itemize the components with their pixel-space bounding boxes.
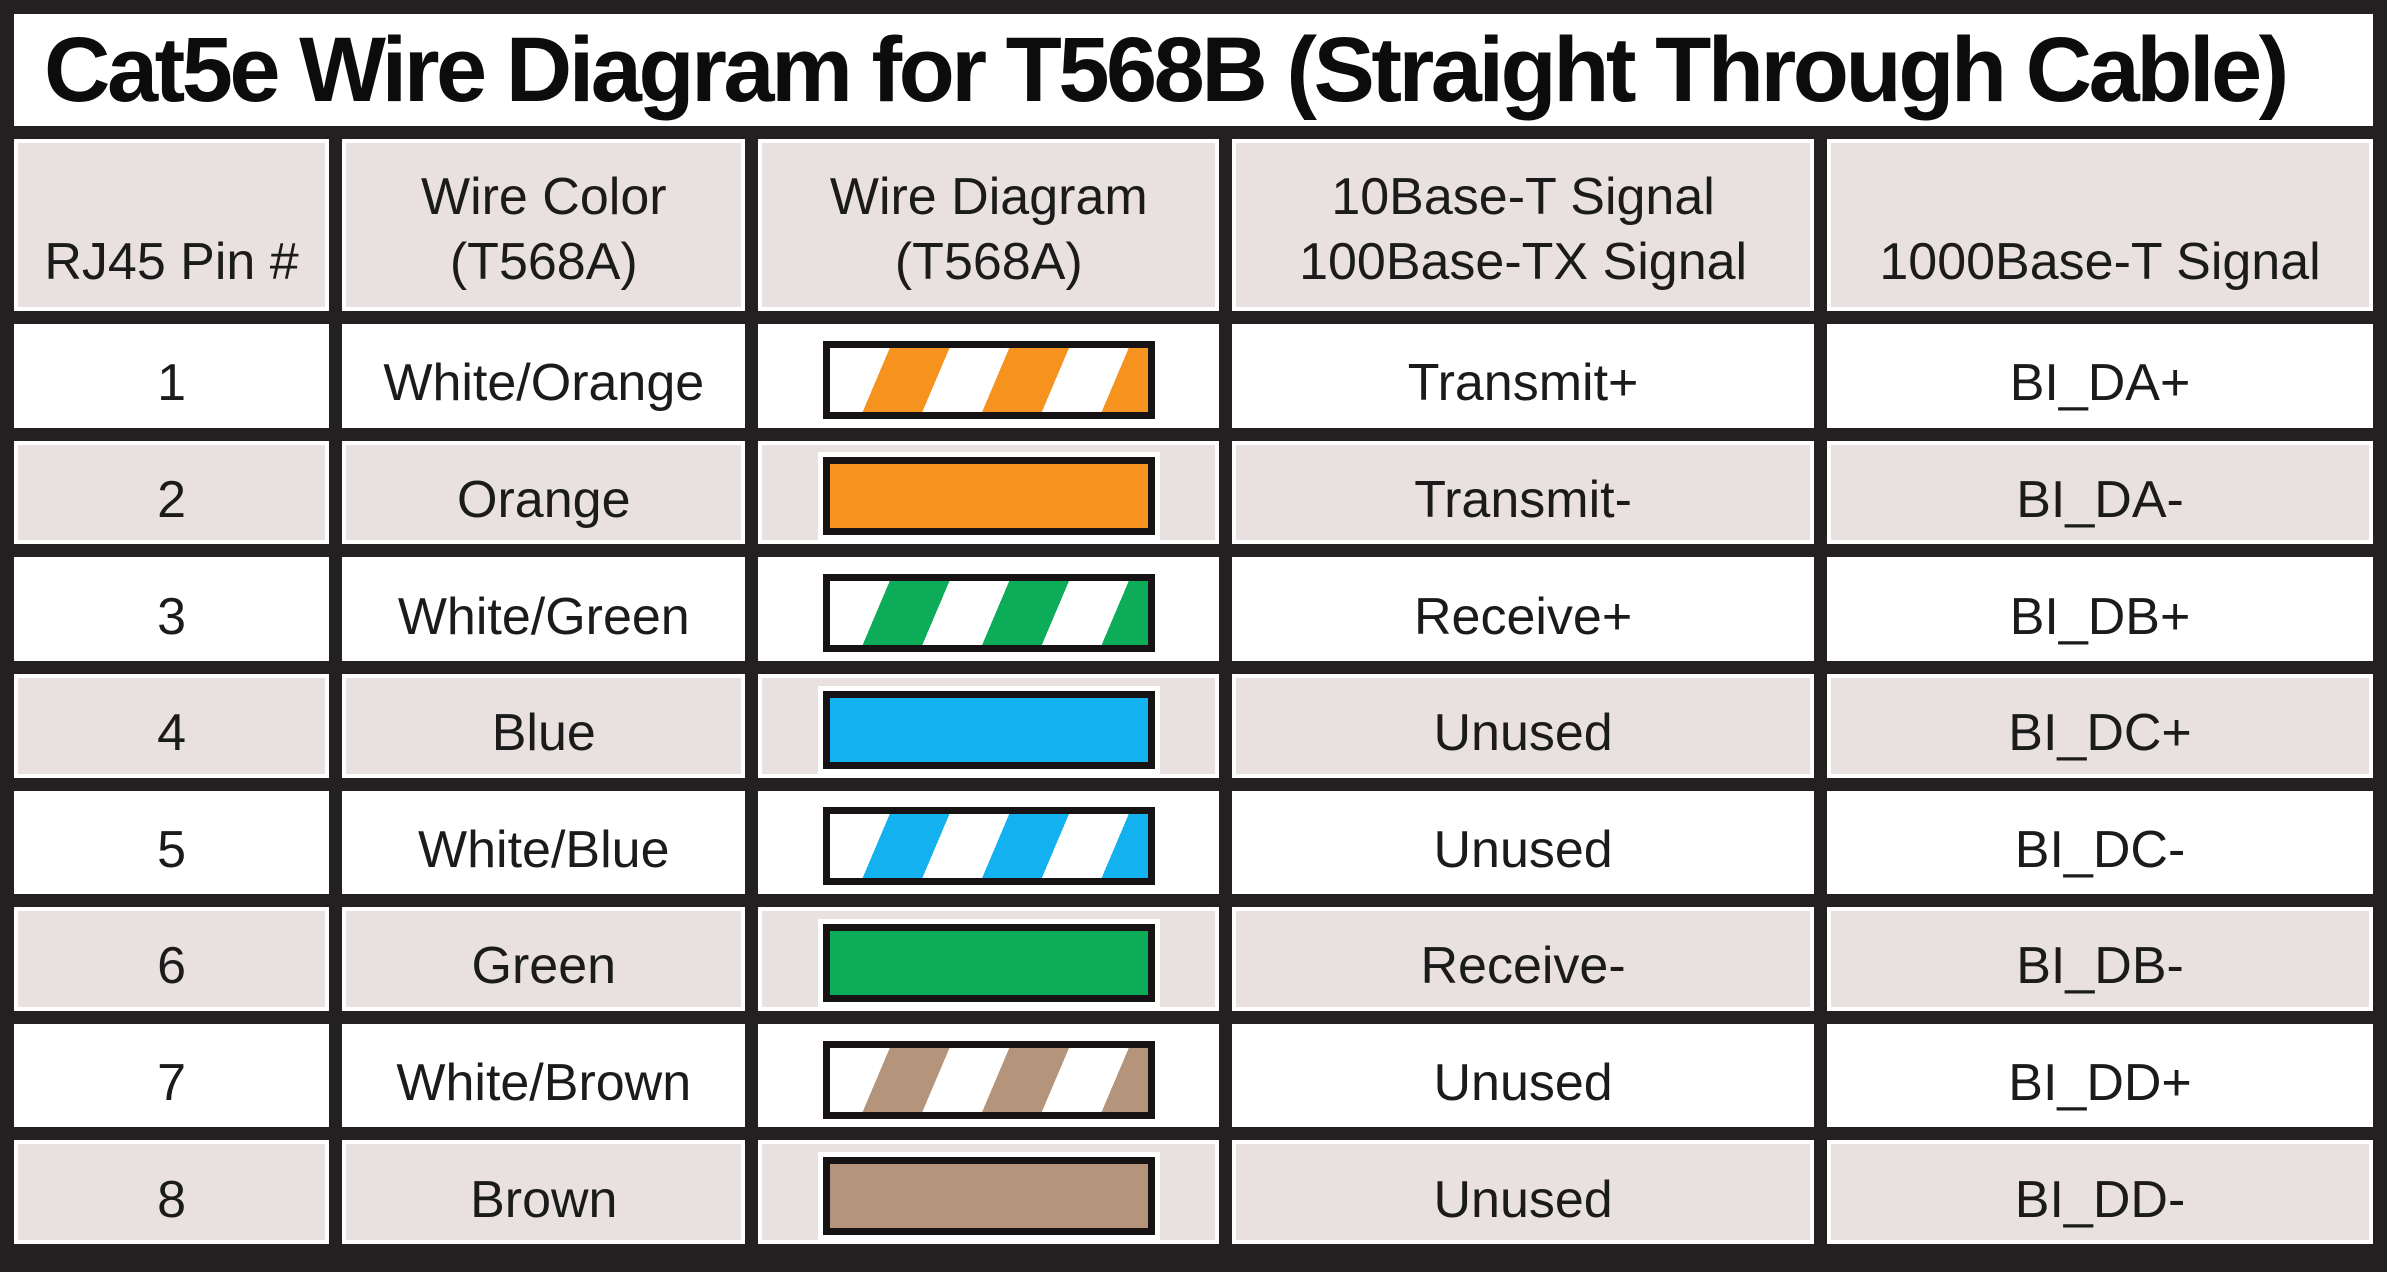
pin-number: 7 xyxy=(157,1054,186,1113)
pin-cell: 4 xyxy=(14,673,330,778)
signal-1000-cell: BI_DD+ xyxy=(1827,1023,2373,1128)
pin-number: 6 xyxy=(157,937,186,996)
column-header-sublabel: (T568A) xyxy=(894,233,1083,291)
page-title: Cat5e Wire Diagram for T568B (Straight T… xyxy=(44,18,2289,121)
wire-color-swatch xyxy=(822,574,1155,653)
wire-diagram-cell xyxy=(758,1023,1220,1128)
column-header-label: RJ45 Pin # xyxy=(44,233,299,291)
pin-cell: 5 xyxy=(14,790,330,895)
wire-color-cell: White/Blue xyxy=(342,790,746,895)
signal-10-100-cell: Transmit- xyxy=(1232,440,1815,545)
wire-color-cell: White/Orange xyxy=(342,324,746,428)
wire-color-swatch xyxy=(822,1040,1155,1119)
wire-color-swatch xyxy=(822,690,1155,769)
signal-label: BI_DD+ xyxy=(2008,1054,2192,1113)
signal-10-100-cell: Transmit+ xyxy=(1232,324,1815,428)
wire-color-label: White/Green xyxy=(397,587,690,646)
wire-color-label: White/Brown xyxy=(396,1054,692,1113)
wire-color-label: White/Blue xyxy=(418,820,670,879)
signal-label: BI_DC+ xyxy=(2008,704,2192,763)
wire-diagram-cell xyxy=(758,557,1220,661)
wire-color-cell: Blue xyxy=(342,673,746,778)
wire-diagram-cell xyxy=(758,440,1220,545)
signal-label: BI_DB+ xyxy=(2009,587,2191,646)
column-header-label: 1000Base-T Signal xyxy=(1879,233,2321,291)
signal-label: Unused xyxy=(1433,1054,1613,1113)
signal-10-100-cell: Unused xyxy=(1232,790,1815,895)
wire-color-swatch xyxy=(822,923,1155,1002)
wire-diagram-cell xyxy=(758,790,1220,895)
signal-label: Receive+ xyxy=(1413,587,1633,646)
signal-10-100-cell: Unused xyxy=(1232,1140,1815,1244)
wire-diagram-cell xyxy=(758,324,1220,428)
signal-label: BI_DA+ xyxy=(2009,354,2191,413)
pin-number: 5 xyxy=(157,820,186,879)
wire-color-swatch xyxy=(822,807,1155,886)
column-header-label: Wire Color xyxy=(420,168,667,226)
pin-number: 4 xyxy=(157,704,186,763)
signal-10-100-cell: Receive- xyxy=(1232,907,1815,1011)
wire-color-cell: White/Brown xyxy=(342,1023,746,1128)
wire-color-cell: Orange xyxy=(342,440,746,545)
wire-color-label: Orange xyxy=(457,470,631,529)
wire-diagram-cell xyxy=(758,907,1220,1011)
signal-label: Unused xyxy=(1433,1170,1613,1229)
pin-number: 3 xyxy=(157,587,186,646)
wire-color-cell: White/Green xyxy=(342,557,746,661)
wire-color-label: Green xyxy=(471,937,617,996)
signal-1000-cell: BI_DB+ xyxy=(1827,557,2373,661)
signal-label: Unused xyxy=(1433,704,1613,763)
signal-1000-cell: BI_DA+ xyxy=(1827,324,2373,428)
column-header-label: Wire Diagram xyxy=(829,168,1148,226)
wire-diagram-cell xyxy=(758,1140,1220,1244)
column-header-wire-diagram: Wire Diagram (T568A) xyxy=(758,139,1220,311)
wire-color-swatch xyxy=(822,457,1155,536)
wire-color-label: Blue xyxy=(491,704,596,763)
wire-color-label: White/Orange xyxy=(383,354,705,413)
signal-1000-cell: BI_DC+ xyxy=(1827,673,2373,778)
wire-color-swatch xyxy=(822,340,1155,419)
column-header-sublabel: (T568A) xyxy=(449,233,638,291)
pin-cell: 6 xyxy=(14,907,330,1011)
signal-label: BI_DB- xyxy=(2016,937,2184,996)
signal-10-100-cell: Unused xyxy=(1232,1023,1815,1128)
wire-color-swatch xyxy=(822,1157,1155,1236)
signal-10-100-cell: Unused xyxy=(1232,673,1815,778)
pin-number: 8 xyxy=(157,1170,186,1229)
title-bar: Cat5e Wire Diagram for T568B (Straight T… xyxy=(14,14,2373,126)
wire-color-label: Brown xyxy=(470,1170,618,1229)
signal-1000-cell: BI_DB- xyxy=(1827,907,2373,1011)
signal-label: BI_DA- xyxy=(2016,470,2184,529)
column-header-rj45-pin: RJ45 Pin # xyxy=(14,139,330,311)
wire-diagram-cell xyxy=(758,673,1220,778)
wire-color-cell: Brown xyxy=(342,1140,746,1244)
signal-label: Transmit- xyxy=(1414,470,1632,529)
pin-cell: 2 xyxy=(14,440,330,545)
column-header-sublabel: 100Base-TX Signal xyxy=(1299,233,1748,291)
signal-label: Transmit+ xyxy=(1407,354,1639,413)
pin-cell: 1 xyxy=(14,324,330,428)
pin-number: 1 xyxy=(157,354,186,413)
column-header-10base-signal: 10Base-T Signal 100Base-TX Signal xyxy=(1232,139,1815,311)
signal-1000-cell: BI_DA- xyxy=(1827,440,2373,545)
signal-label: Receive- xyxy=(1420,937,1626,996)
column-header-label: 10Base-T Signal xyxy=(1331,168,1715,226)
signal-label: BI_DD- xyxy=(2014,1170,2186,1229)
pin-cell: 7 xyxy=(14,1023,330,1128)
signal-label: BI_DC- xyxy=(2014,820,2186,879)
signal-label: Unused xyxy=(1433,820,1613,879)
table-grid: RJ45 Pin # Wire Color (T568A) Wire Diagr… xyxy=(14,139,2373,1244)
pin-cell: 3 xyxy=(14,557,330,661)
pin-cell: 8 xyxy=(14,1140,330,1244)
column-header-1000base-signal: 1000Base-T Signal xyxy=(1827,139,2373,311)
signal-1000-cell: BI_DD- xyxy=(1827,1140,2373,1244)
pin-number: 2 xyxy=(157,470,186,529)
column-header-wire-color: Wire Color (T568A) xyxy=(342,139,746,311)
signal-1000-cell: BI_DC- xyxy=(1827,790,2373,895)
wire-color-cell: Green xyxy=(342,907,746,1011)
signal-10-100-cell: Receive+ xyxy=(1232,557,1815,661)
